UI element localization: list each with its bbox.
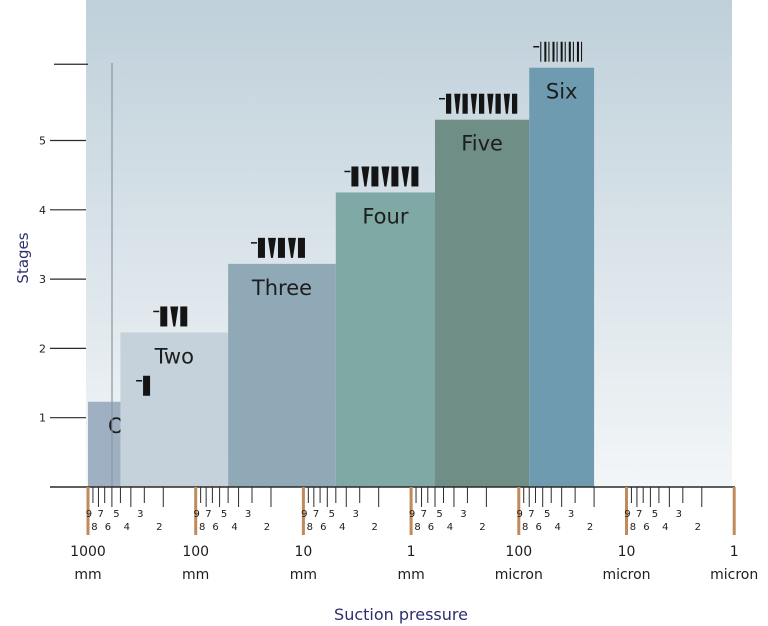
x-minor-label: 7 [313,509,319,520]
x-major-label-unit: micron [602,567,650,583]
y-tick-label: 2 [39,342,46,355]
x-minor-label: 9 [624,509,630,520]
x-minor-label: 7 [97,509,103,520]
x-major-label-value: 1 [407,544,416,560]
ejector-pictogram-icon [438,93,518,114]
x-minor-label: 4 [124,522,130,533]
x-minor-label: 9 [517,509,523,520]
bar-label: Five [461,132,503,156]
x-minor-label: 6 [212,522,218,533]
bar-label: Three [251,276,312,300]
x-minor-label: 2 [156,522,162,533]
x-minor-label: 5 [544,509,550,520]
x-minor-label: 4 [554,522,560,533]
bar-label: Six [546,80,578,104]
x-major-label-value: 10 [294,544,312,560]
x-minor-label: 4 [662,522,668,533]
x-major-label-value: 1000 [70,544,106,560]
x-minor-label: 4 [339,522,345,533]
x-minor-label: 5 [113,509,119,520]
x-minor-label: 9 [86,509,92,520]
ejector-pictogram-icon [533,41,583,62]
x-minor-label: 2 [479,522,485,533]
x-minor-label: 7 [636,509,642,520]
x-minor-label: 9 [301,509,307,520]
y-tick-label: 5 [39,135,46,148]
x-minor-label: 3 [353,509,359,520]
x-axis: 1000mm98765432100mm9876543210mm987654321… [50,486,758,583]
y-tick-label: 1 [39,412,46,425]
x-major-label-unit: mm [290,567,317,583]
x-major-label-value: 100 [182,544,209,560]
x-minor-label: 7 [528,509,534,520]
x-minor-label: 5 [221,509,227,520]
x-major-label-unit: micron [495,567,543,583]
x-minor-label: 6 [320,522,326,533]
ejector-pictogram-icon [250,237,305,258]
x-minor-label: 9 [193,509,199,520]
x-minor-label: 8 [307,522,313,533]
x-minor-label: 4 [447,522,453,533]
x-minor-label: 3 [137,509,143,520]
x-minor-label: 8 [199,522,205,533]
x-axis-title: Suction pressure [334,605,468,624]
bar-label: Four [362,204,408,228]
bar-stage-5 [434,119,530,488]
x-major-label-value: 100 [505,544,532,560]
ejector-pictograms [136,41,583,396]
bar-stage-3 [228,263,336,487]
x-major-label-value: 1 [730,544,739,560]
bar-stage-6 [529,67,595,488]
x-minor-label: 6 [428,522,434,533]
x-minor-label: 8 [91,522,97,533]
y-tick-label: 4 [39,204,46,217]
x-major-label-value: 10 [618,544,636,560]
ejector-pictogram-icon [136,375,151,396]
x-minor-label: 3 [676,509,682,520]
x-major-label-unit: mm [397,567,424,583]
x-minor-label: 8 [522,522,528,533]
x-minor-label: 3 [568,509,574,520]
bar-stage-2 [120,332,229,487]
x-minor-label: 4 [231,522,237,533]
x-minor-label: 5 [436,509,442,520]
x-minor-label: 2 [695,522,701,533]
x-minor-label: 3 [245,509,251,520]
x-minor-label: 6 [536,522,542,533]
x-minor-label: 6 [643,522,649,533]
x-major-label-unit: mm [182,567,209,583]
x-minor-label: 2 [371,522,377,533]
x-minor-label: 9 [409,509,415,520]
x-minor-label: 7 [205,509,211,520]
x-minor-label: 2 [264,522,270,533]
x-major-label-unit: mm [74,567,101,583]
y-tick-label: 3 [39,273,46,286]
x-minor-label: 6 [105,522,111,533]
bar-stage-4 [335,192,435,487]
ejector-pictogram-icon [153,306,188,327]
x-minor-label: 2 [587,522,593,533]
bars: OneTwoThreeFourFiveSix [88,67,595,488]
x-minor-label: 8 [630,522,636,533]
bar-label: Two [154,344,194,368]
ejector-pictogram-icon [344,166,419,187]
x-major-label-unit: micron [710,567,758,583]
x-minor-label: 3 [460,509,466,520]
x-minor-label: 5 [329,509,335,520]
y-axis: 1 2 3 4 5 [39,63,113,487]
y-axis-title: Stages [14,232,32,283]
x-minor-label: 5 [652,509,658,520]
x-minor-label: 8 [414,522,420,533]
x-minor-label: 7 [421,509,427,520]
